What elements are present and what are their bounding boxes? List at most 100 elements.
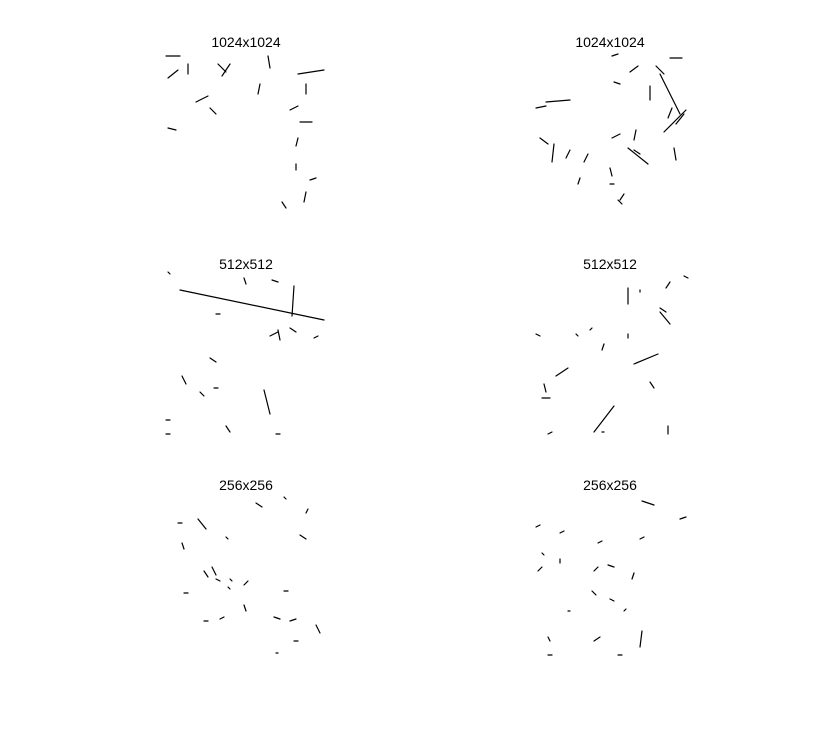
line-segment (611, 53, 619, 57)
line-segment-panel-4 (535, 275, 689, 435)
line-segment (269, 331, 279, 337)
line-segment (197, 518, 207, 530)
line-segment (303, 191, 307, 203)
line-segment (609, 598, 615, 602)
line-segment (229, 578, 233, 582)
line-segment (633, 149, 641, 155)
line-segment (283, 496, 287, 500)
line-segment (575, 333, 579, 337)
line-segment (565, 149, 571, 159)
line-segment (243, 277, 247, 285)
line-segment (613, 81, 621, 85)
line-segment (649, 381, 655, 389)
line-segment (675, 113, 685, 125)
line-segment (633, 353, 659, 365)
line-segment (667, 107, 673, 119)
line-segment (641, 500, 655, 506)
line-segment (167, 271, 171, 275)
line-segment (611, 133, 621, 139)
line-segment (295, 137, 299, 147)
line-segment (299, 534, 307, 540)
line-segment (589, 327, 593, 331)
panel-title-4: 512x512 (583, 256, 637, 272)
line-segment (543, 383, 547, 393)
panel-title-6: 256x256 (583, 477, 637, 493)
line-segment (271, 279, 279, 283)
line-segment-panel-2 (535, 53, 687, 205)
line-segment (267, 55, 271, 69)
line-segment-panel-6 (535, 500, 687, 656)
line-segment (577, 177, 581, 185)
line-segment (281, 201, 287, 209)
line-segment (181, 375, 187, 385)
line-segment (617, 199, 623, 205)
line-segment (591, 590, 597, 596)
line-segment (217, 63, 227, 73)
line-segment (203, 570, 209, 578)
line-segment (683, 275, 689, 279)
line-segment (601, 343, 605, 351)
line-segment (179, 289, 325, 321)
line-segment (631, 572, 635, 580)
line-segment (215, 578, 221, 582)
line-segment (263, 389, 271, 415)
line-segment (659, 311, 671, 325)
line-segment (619, 193, 625, 201)
line-segment (535, 333, 541, 337)
line-segment (219, 616, 225, 620)
line-segment (273, 616, 281, 620)
line-segment (167, 127, 177, 131)
line-segment (221, 63, 231, 77)
line-segment (313, 335, 319, 339)
line-segment (243, 580, 249, 586)
panel-title-1: 1024x1024 (211, 34, 281, 50)
line-segment (535, 524, 541, 528)
line-segment (255, 502, 263, 508)
line-segment (209, 107, 217, 115)
line-segment (627, 147, 649, 165)
line-segment (639, 630, 643, 648)
line-segment-panel-1 (165, 55, 325, 209)
line-segment (199, 391, 205, 397)
line-segment (225, 425, 231, 433)
line-segment (555, 367, 569, 377)
line-segment (593, 405, 615, 433)
panel-title-5: 256x256 (219, 477, 273, 493)
line-segment (305, 508, 309, 514)
line-segment (659, 307, 667, 313)
line-segment (289, 618, 297, 622)
line-segment (593, 636, 601, 642)
line-segment (633, 129, 637, 141)
line-segment (227, 586, 231, 590)
line-segment (559, 530, 565, 534)
line-segment (541, 552, 545, 556)
line-segment (547, 431, 553, 435)
line-segment (211, 566, 217, 576)
line-segment (593, 566, 599, 572)
line-segment (673, 147, 677, 161)
line-segment (639, 536, 645, 540)
line-segment (679, 516, 687, 520)
line-segment (551, 143, 555, 163)
line-segment (659, 73, 681, 115)
line-segment (545, 99, 571, 103)
line-segment (309, 177, 317, 181)
line-segment (607, 564, 615, 568)
line-segment (291, 285, 295, 317)
line-segment-panel-3 (165, 271, 325, 435)
line-segment (195, 95, 209, 103)
line-segment (289, 105, 299, 111)
line-segment (609, 167, 613, 177)
line-segment (547, 636, 551, 642)
line-segment (167, 69, 179, 79)
line-segment (629, 65, 639, 73)
line-segment (297, 69, 325, 75)
line-segment (289, 327, 297, 333)
line-segment (665, 281, 671, 289)
panel-title-3: 512x512 (219, 256, 273, 272)
panel-title-2: 1024x1024 (575, 34, 645, 50)
line-segment (623, 608, 627, 612)
line-segment (257, 83, 261, 95)
line-segment (655, 65, 665, 75)
line-segment (209, 357, 217, 363)
